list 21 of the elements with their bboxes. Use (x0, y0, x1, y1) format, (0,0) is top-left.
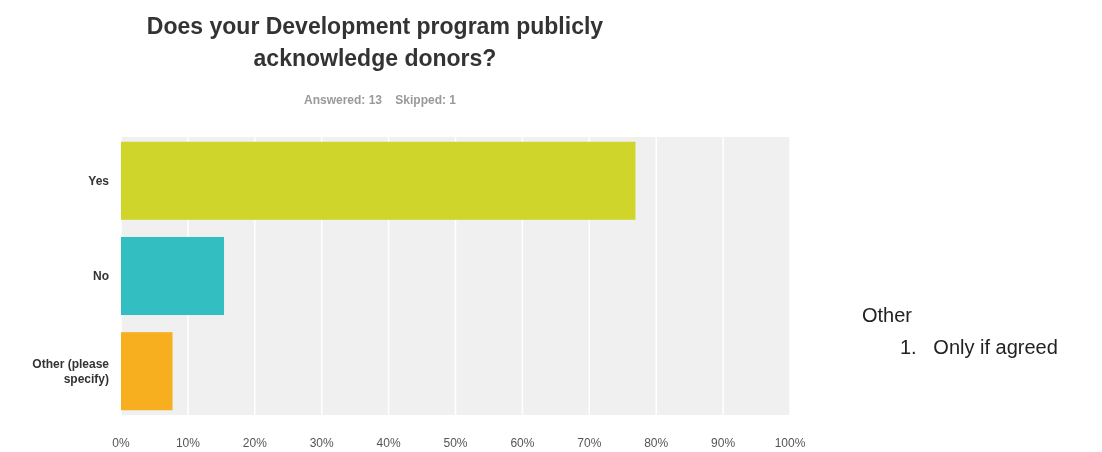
bar (121, 141, 636, 220)
bar (121, 236, 225, 316)
chart-subtitle: Answered: 13 Skipped: 1 (303, 93, 457, 107)
x-tick-label: 30% (309, 436, 335, 450)
chart-title: Does your Development program publicly acknowledge donors? (146, 13, 604, 71)
x-tick-label: 40% (376, 436, 401, 450)
text: 1. Only if agreed (900, 336, 1058, 358)
x-tick-label: 100% (774, 436, 806, 450)
x-tick-label: 80% (644, 436, 669, 450)
x-tick-label: 20% (242, 436, 268, 450)
x-tick-label: 10% (175, 436, 201, 450)
x-tick-label: 50% (443, 436, 468, 450)
text: Other (862, 304, 913, 326)
y-tick-label: No (93, 269, 109, 283)
x-tick-label: 90% (711, 436, 736, 450)
x-tick-label: 0% (112, 436, 130, 450)
x-tick-label: 70% (577, 436, 602, 450)
x-tick-label: 60% (510, 436, 535, 450)
y-tick-label: Yes (88, 173, 110, 188)
y-tick-label: Other (please specify) (32, 356, 110, 386)
bar (121, 332, 173, 411)
